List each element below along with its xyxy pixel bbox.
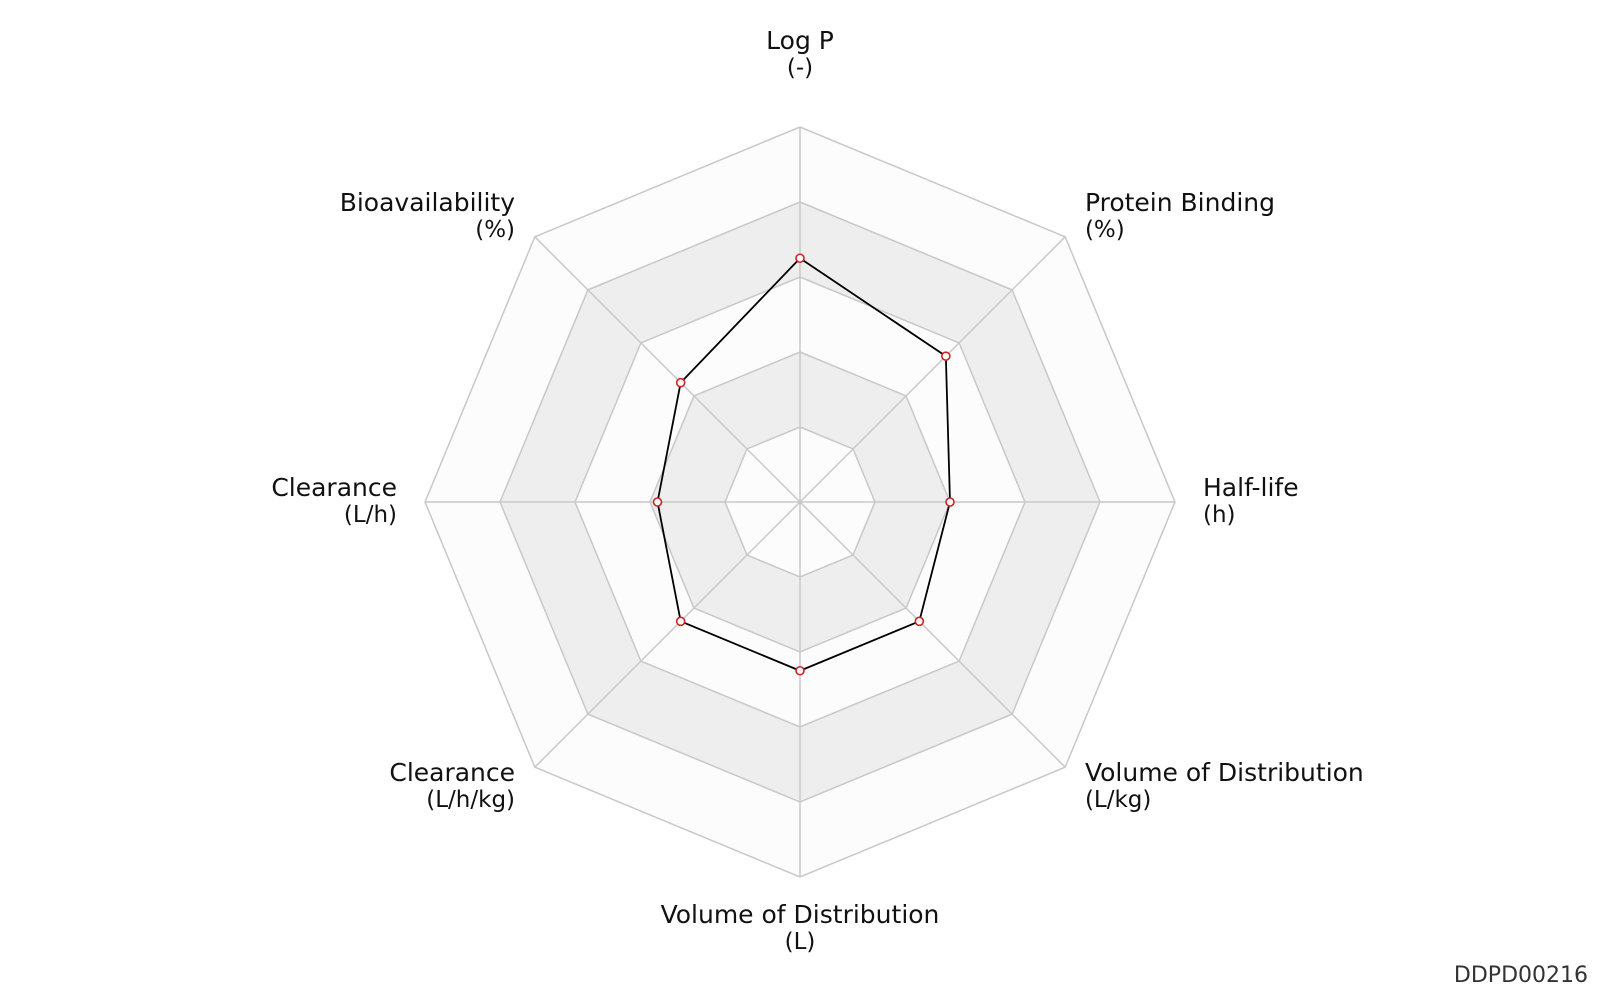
- axis-unit-label: (%): [475, 217, 515, 243]
- data-point: [795, 665, 805, 676]
- data-point: [795, 253, 805, 264]
- axis-spoke: [534, 236, 801, 503]
- data-point: [652, 497, 663, 507]
- axis-label: Volume of Distribution: [661, 900, 940, 929]
- axis-label: Protein Binding: [1085, 188, 1275, 217]
- data-point: [941, 351, 951, 361]
- axis-label: Volume of Distribution: [1085, 758, 1364, 787]
- axis-unit-label: (-): [787, 55, 813, 81]
- data-point: [945, 497, 955, 507]
- axis-label: Clearance: [389, 758, 515, 787]
- axis-spoke: [799, 236, 1066, 503]
- axis-spoke: [799, 501, 1066, 768]
- axis-unit-label: (%): [1085, 217, 1125, 243]
- axis-label: Clearance: [271, 473, 397, 502]
- chart-id-watermark: DDPD00216: [1453, 963, 1588, 988]
- data-point: [675, 377, 686, 388]
- axis-spoke: [534, 501, 801, 768]
- axis-unit-label: (L): [785, 929, 816, 955]
- data-point: [914, 616, 925, 627]
- axis-unit-label: (h): [1203, 502, 1236, 528]
- axis-label: Log P: [766, 26, 834, 55]
- axis-unit-label: (L/h/kg): [426, 787, 515, 813]
- axis-unit-label: (L/h): [344, 502, 397, 528]
- axis-unit-label: (L/kg): [1085, 787, 1151, 813]
- radar-axis-labels: Log P(-)Protein Binding(%)Half-life(h)Vo…: [271, 26, 1363, 955]
- data-point: [675, 616, 686, 627]
- radar-series: [652, 253, 955, 676]
- radar-spokes: [425, 127, 1175, 877]
- axis-label: Half-life: [1203, 473, 1299, 502]
- axis-label: Bioavailability: [340, 188, 516, 217]
